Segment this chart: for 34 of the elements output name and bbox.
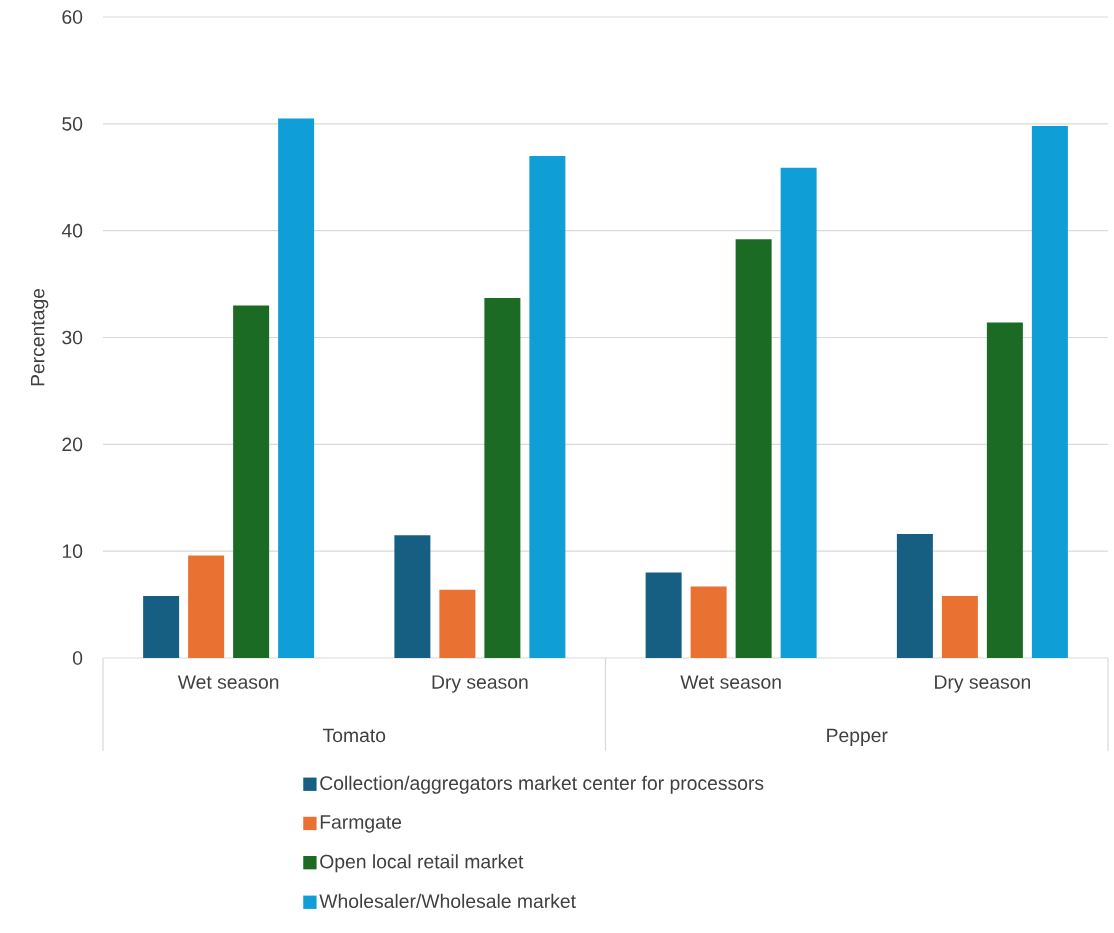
- text: Tomato: [322, 728, 386, 743]
- y-tick-label: 30: [62, 330, 83, 345]
- y-tick-label: 60: [62, 10, 83, 24]
- x-tick-label: Wet season: [177, 675, 279, 689]
- bar: [143, 596, 180, 658]
- y-tick-label: 10: [62, 544, 83, 559]
- bar: [439, 589, 476, 658]
- x-tick-label: Dry season: [935, 675, 1030, 693]
- bar: [735, 239, 772, 658]
- bar: [188, 555, 225, 658]
- bar: [529, 155, 566, 658]
- x-tick-label: Wet season: [680, 675, 781, 689]
- x-tick-label: Dry season: [432, 675, 528, 693]
- bar: [278, 118, 315, 658]
- legend-label: Collection/aggregators market center for processors: [320, 775, 764, 794]
- bar: [1031, 125, 1068, 658]
- y-tick-label: 20: [62, 437, 83, 452]
- y-tick-label: 40: [61, 223, 83, 238]
- bar: [986, 322, 1023, 658]
- legend-label: Open local retail market: [320, 854, 524, 873]
- y-tick-label: 50: [62, 116, 83, 131]
- bar: [896, 534, 933, 658]
- bar: [941, 596, 978, 658]
- bar: [233, 305, 270, 658]
- bar: [394, 535, 431, 658]
- text: Pepper: [827, 728, 888, 747]
- legend-label: Farmgate: [320, 815, 402, 833]
- bar: [645, 572, 682, 658]
- bar: [690, 586, 727, 658]
- y-axis-title: Percentage: [30, 288, 49, 386]
- legend-label: Wholesaler/Wholesale market: [319, 893, 576, 908]
- bar: [484, 297, 521, 658]
- bar: [780, 167, 817, 658]
- y-tick-label: 0: [72, 651, 83, 665]
